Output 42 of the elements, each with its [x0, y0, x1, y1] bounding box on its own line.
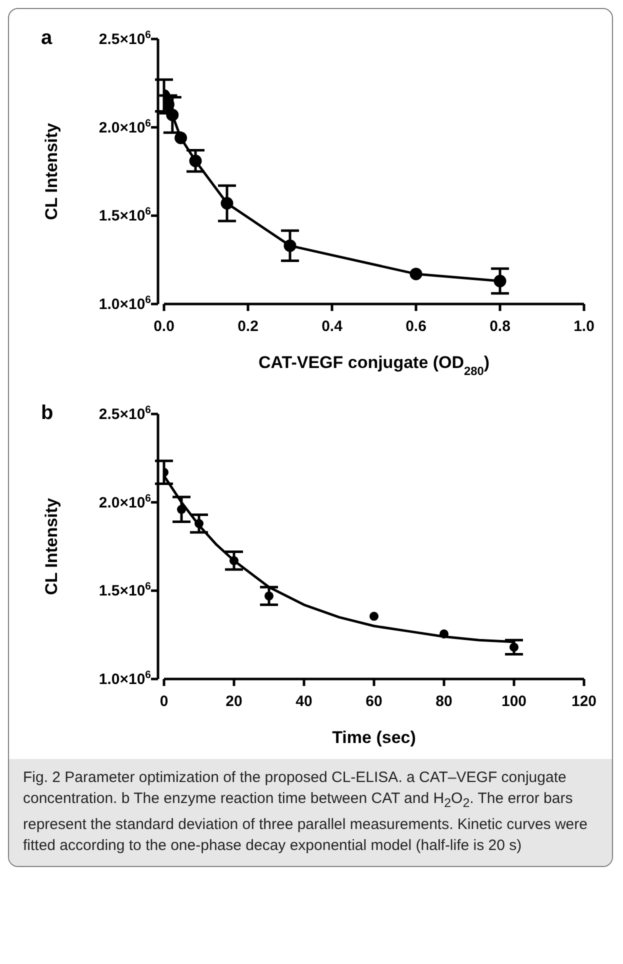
x-tick-label: 0.2: [238, 318, 258, 335]
point: [176, 504, 186, 514]
point: [284, 239, 296, 252]
y-axis-title: CL Intensity: [42, 497, 61, 595]
y-tick-label: 2.5×10$^{6}$: [98, 29, 152, 48]
x-tick-label: 60: [366, 693, 382, 710]
x-tick-label: 120: [571, 693, 597, 710]
x-axis-title: CAT-VEGF conjugate (OD$_{280}$): [258, 353, 490, 378]
point: [494, 274, 506, 288]
chart-title: a: [41, 27, 52, 50]
x-tick-label: 0.8: [490, 318, 510, 335]
x-tick-label: 0: [160, 693, 168, 710]
x-tick-label: 0.0: [154, 318, 174, 335]
chart-title: b: [41, 402, 54, 425]
point: [194, 519, 204, 528]
x-tick-label: 0.6: [406, 318, 426, 335]
point: [229, 556, 239, 566]
point: [174, 132, 188, 144]
y-axis-title: CL Intensity: [42, 122, 61, 220]
x-tick-label: 20: [226, 693, 242, 710]
point: [439, 629, 449, 638]
y-tick-label: 1.5×10$^{6}$: [98, 206, 152, 225]
y-tick-label: 1.5×10$^{6}$: [98, 580, 152, 600]
x-tick-label: 40: [296, 693, 312, 710]
y-tick-label: 2.0×10$^{6}$: [98, 492, 152, 512]
x-tick-label: 1.0: [574, 318, 594, 335]
y-tick-label: 2.5×10$^{6}$: [98, 404, 152, 423]
x-tick-label: 80: [436, 693, 452, 710]
x-tick-label: 100: [501, 693, 527, 710]
point: [264, 591, 274, 600]
y-tick-label: 2.0×10$^{6}$: [98, 117, 152, 136]
y-tick-label: 1.0×10$^{6}$: [98, 294, 152, 313]
x-axis-title: Time (sec): [332, 728, 416, 747]
point: [189, 154, 202, 168]
caption: Fig. 2 Parameter optimization of the proposed CL-ELISA. a CAT–VEGF conjugate concentration. b The enzyme reaction time between CAT and H$_{2}$O$_{2}$. The error bars represent the standard deviation of three parallel measurements. Kinetic curves were fitted according to the one-phase decay exponential model (half-life is 20 s): [23, 768, 588, 856]
point: [220, 197, 234, 210]
point: [410, 268, 422, 280]
point: [509, 642, 519, 652]
y-tick-label: 1.0×10$^{6}$: [98, 669, 152, 688]
point: [166, 108, 179, 122]
x-tick-label: 0.4: [322, 318, 344, 335]
point: [369, 612, 379, 621]
